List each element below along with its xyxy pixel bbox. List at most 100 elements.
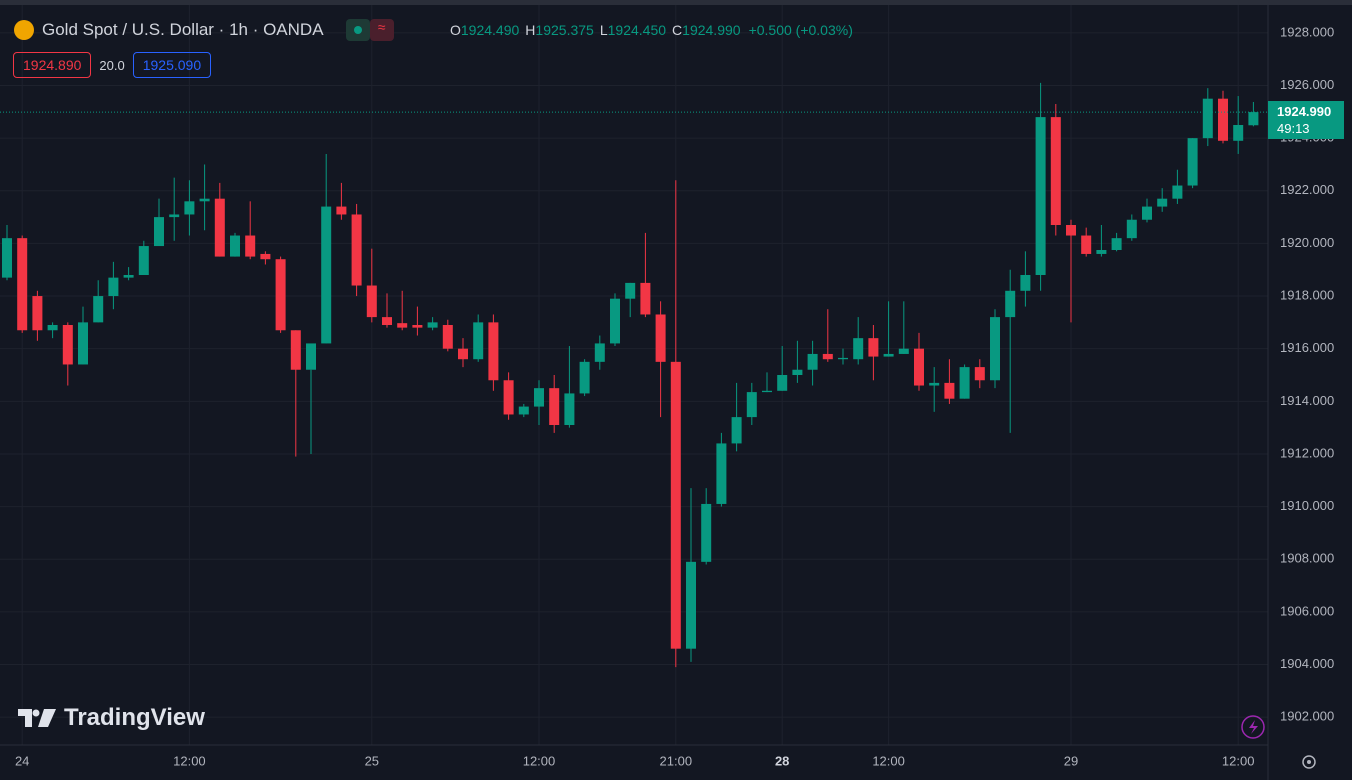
legend-value: 1924.990 <box>682 22 741 38</box>
candle-body <box>184 201 195 215</box>
candle-body <box>1111 238 1122 250</box>
candle-body <box>1126 219 1137 239</box>
buy-button[interactable]: 1925.090 <box>132 52 212 78</box>
y-tick-label: 1912.000 <box>1280 445 1334 460</box>
candle-body <box>762 390 772 393</box>
candle-body <box>701 503 712 562</box>
symbol-header: Gold Spot / U.S. Dollar · 1h · OANDA ≈ <box>14 19 394 41</box>
candle-body <box>503 380 514 415</box>
spread: 20.0 <box>99 57 125 73</box>
candle-body <box>321 206 332 344</box>
candle-body <box>1187 138 1198 186</box>
candle-body <box>777 375 788 391</box>
candle-body <box>336 206 347 215</box>
candle-body <box>655 314 666 362</box>
candle-body <box>944 382 955 399</box>
candle-body <box>1066 225 1076 236</box>
legend-key: O <box>450 22 461 38</box>
last-price: 1924.990 <box>1277 104 1332 120</box>
candle-body <box>245 235 256 257</box>
logo-text: TradingView <box>64 704 205 731</box>
candle-body <box>1050 117 1061 225</box>
settings-icon[interactable] <box>1302 755 1316 769</box>
candle-body <box>78 322 88 365</box>
x-tick-label: 25 <box>365 753 379 768</box>
lightning-icon[interactable] <box>1241 715 1265 739</box>
candle-body <box>260 253 271 260</box>
settings-dot <box>1307 760 1311 764</box>
candle-body <box>1081 235 1092 254</box>
legend-value: 1924.490 <box>460 22 520 38</box>
candle-body <box>93 296 104 323</box>
symbol-title[interactable]: Gold Spot / U.S. Dollar · 1h · OANDA <box>42 20 324 39</box>
top-border <box>0 0 1352 5</box>
y-tick-label: 1918.000 <box>1280 287 1334 302</box>
candle-body <box>214 198 225 257</box>
candle-body <box>929 382 940 386</box>
x-tick-label: 24 <box>15 753 29 768</box>
candle-body <box>382 317 392 325</box>
candle-body <box>610 298 620 344</box>
candle-body <box>199 198 210 202</box>
candle-body <box>1218 98 1228 141</box>
candle-body <box>412 325 423 328</box>
x-tick-label: 21:00 <box>660 753 693 768</box>
legend-key: H <box>525 22 536 38</box>
sell-button[interactable]: 1924.890 <box>13 52 92 78</box>
candle-body <box>564 393 575 425</box>
candle-body <box>17 238 28 331</box>
y-tick-label: 1920.000 <box>1280 235 1334 250</box>
candle-body <box>351 214 362 286</box>
candle-body <box>959 367 970 399</box>
candle-body <box>62 325 73 365</box>
candle-body <box>594 343 605 362</box>
candle-body <box>746 392 757 418</box>
market-status[interactable] <box>345 19 370 41</box>
candle-body <box>1005 290 1016 318</box>
countdown: 49:13 <box>1277 121 1310 137</box>
candle-body <box>838 357 848 360</box>
candle-body <box>792 369 803 375</box>
candle-body <box>1202 98 1213 139</box>
x-tick-label: 12:00 <box>1222 753 1255 768</box>
candle-body <box>154 217 164 247</box>
candle-body <box>807 353 818 370</box>
candle-body <box>458 348 468 360</box>
x-tick-label: 12:00 <box>523 753 556 768</box>
candle-body <box>914 348 924 386</box>
legend-change: +0.500 (+0.03%) <box>748 22 853 38</box>
x-tick-label: 28 <box>775 753 789 768</box>
candle-body <box>138 246 149 275</box>
candle-body <box>2 238 12 278</box>
candle-body <box>898 348 909 354</box>
y-tick-label: 1926.000 <box>1280 77 1334 92</box>
candle-body <box>488 322 499 381</box>
candle-body <box>518 406 529 415</box>
legend-value: 1925.375 <box>535 22 594 38</box>
y-tick-label: 1904.000 <box>1280 656 1334 671</box>
candle-body <box>1096 250 1107 254</box>
candle-body <box>853 338 864 360</box>
candle-body <box>731 417 742 444</box>
x-tick-label: 12:00 <box>872 753 905 768</box>
candle-body <box>686 561 696 649</box>
candle-body <box>427 322 438 328</box>
candle-body <box>1248 112 1259 126</box>
candle-body <box>534 388 544 407</box>
candle-body <box>1020 275 1031 291</box>
candle-body <box>123 275 134 278</box>
y-tick-label: 1928.000 <box>1280 24 1334 39</box>
logo-mark <box>18 709 56 727</box>
candle-body <box>822 353 833 360</box>
candle-body <box>625 282 636 299</box>
candle-body <box>108 277 119 297</box>
legend-key: L <box>599 22 608 38</box>
candle-body <box>366 285 377 318</box>
candle-body <box>1172 185 1183 199</box>
candle-body <box>1035 117 1046 276</box>
y-tick-label: 1908.000 <box>1280 551 1334 566</box>
lightning-glyph <box>1249 720 1258 734</box>
flag-icon[interactable]: ≈ <box>369 19 394 41</box>
candle-body <box>579 361 590 394</box>
